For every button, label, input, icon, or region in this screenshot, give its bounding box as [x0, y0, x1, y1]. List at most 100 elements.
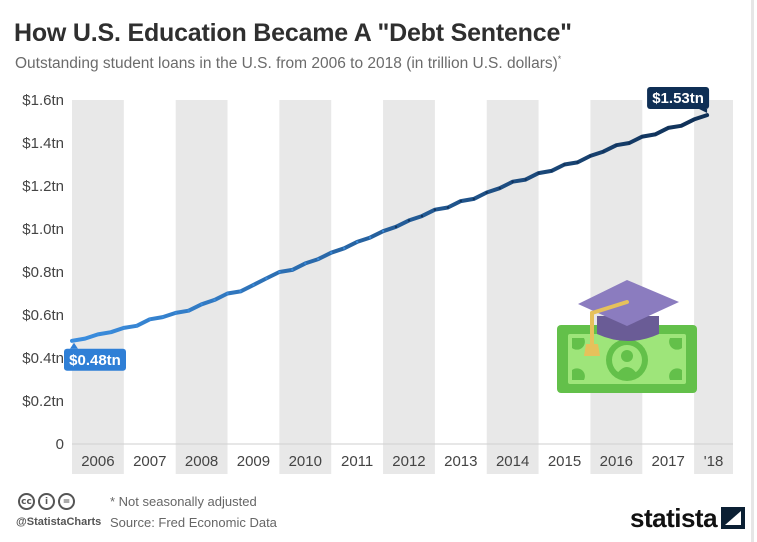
statista-handle: @StatistaCharts — [16, 516, 102, 528]
footnote: * Not seasonally adjusted — [110, 494, 257, 509]
y-tick-label: $0.4tn — [22, 350, 64, 367]
x-tick-label: 2016 — [600, 453, 633, 470]
data-point — [550, 169, 553, 173]
data-point — [135, 324, 139, 327]
attribution-icon: i — [38, 493, 55, 510]
data-point — [679, 124, 683, 128]
annotation-pointer — [70, 342, 78, 349]
no-derivatives-icon: = — [58, 493, 75, 510]
data-point — [705, 113, 709, 117]
x-tick-label: 2015 — [548, 453, 581, 470]
data-point — [654, 133, 657, 136]
data-point — [433, 208, 437, 211]
data-point — [187, 309, 190, 312]
data-point — [161, 315, 164, 319]
x-tick-label: 2009 — [237, 453, 270, 470]
data-point — [576, 161, 579, 164]
x-tick-label: 2012 — [392, 453, 425, 470]
data-point — [537, 171, 540, 175]
data-point — [304, 262, 307, 265]
data-point — [666, 126, 670, 130]
statista-logo: statista — [630, 503, 746, 533]
data-point — [226, 292, 229, 295]
x-tick-label: 2011 — [341, 453, 373, 470]
x-tick-label: 2014 — [496, 453, 529, 470]
line-chart: 0 $0.2tn $0.4tn $0.6tn $0.8tn $1.0tn $1.2tn $1.… — [22, 87, 733, 474]
data-point — [472, 197, 475, 201]
year-band-2008 — [175, 100, 228, 474]
x-tick-label: 2013 — [444, 453, 477, 470]
x-tick-label: 2007 — [133, 453, 166, 470]
x-tick-label: 2010 — [289, 453, 322, 470]
data-point — [615, 143, 618, 147]
data-point — [122, 326, 126, 330]
source-note: Source: Fred Economic Data — [110, 515, 277, 530]
data-point — [511, 180, 514, 183]
data-point — [692, 118, 696, 121]
license-icons: cc i = — [18, 493, 75, 510]
data-point — [148, 318, 151, 321]
data-point — [394, 225, 398, 229]
data-point — [407, 219, 411, 222]
data-point — [70, 339, 74, 342]
data-point — [213, 298, 216, 302]
subtitle-footnote-mark: * — [557, 54, 562, 64]
data-point — [459, 199, 463, 203]
y-tick-label: $0.8tn — [22, 264, 64, 281]
x-tick-label: 2006 — [81, 453, 114, 470]
annotation-pointer — [699, 109, 708, 114]
data-point — [381, 229, 385, 233]
data-point — [174, 311, 177, 315]
annotation-box — [64, 348, 126, 371]
data-point — [420, 214, 424, 218]
x-tick-label: 2008 — [185, 453, 218, 470]
data-point — [563, 163, 566, 166]
graduation-money-icon — [557, 280, 697, 393]
y-tick-label: 0 — [56, 436, 64, 453]
data-point — [498, 186, 501, 190]
data-point — [628, 141, 631, 145]
data-point — [291, 268, 294, 272]
data-point — [317, 257, 320, 261]
data-point — [83, 337, 87, 340]
data-point — [342, 247, 346, 250]
data-point — [239, 290, 242, 293]
data-point — [96, 333, 100, 336]
data-point — [278, 270, 281, 274]
subtitle-text: Outstanding student loans in the U.S. fr… — [15, 55, 558, 73]
series-line — [70, 113, 710, 343]
annotation-box — [647, 87, 710, 110]
data-point — [524, 178, 527, 181]
y-tick-label: $1.2tn — [22, 178, 64, 195]
data-point — [641, 135, 644, 138]
year-band-2010 — [279, 100, 332, 474]
chart-title: How U.S. Education Became A "Debt Senten… — [14, 19, 572, 47]
creative-commons-icon: cc — [18, 493, 35, 510]
data-point — [200, 303, 203, 306]
x-tick-label: '18 — [704, 453, 724, 470]
data-point — [355, 240, 359, 244]
data-point — [265, 277, 268, 280]
year-band-'18 — [694, 100, 733, 474]
brand-wordmark: statista — [630, 503, 718, 533]
year-band-2006 — [72, 100, 124, 474]
year-band-2012 — [383, 100, 435, 474]
data-point — [252, 283, 255, 287]
y-tick-label: $1.6tn — [22, 92, 64, 109]
y-tick-label: $1.0tn — [22, 221, 64, 238]
data-point — [368, 236, 372, 239]
y-tick-label: $1.4tn — [22, 135, 64, 152]
statista-logo-icon — [721, 507, 746, 529]
y-tick-label: $0.2tn — [22, 393, 64, 410]
data-point — [446, 206, 450, 209]
annotation-label: $0.48tn — [69, 352, 121, 369]
x-tick-label: 2017 — [652, 453, 685, 470]
chart-subtitle: Outstanding student loans in the U.S. fr… — [15, 54, 561, 73]
data-point — [589, 154, 592, 158]
data-point — [109, 331, 113, 334]
data-point — [485, 191, 488, 194]
data-point — [602, 150, 605, 153]
annotation-label: $1.53tn — [652, 90, 704, 107]
y-tick-label: $0.6tn — [22, 307, 64, 324]
